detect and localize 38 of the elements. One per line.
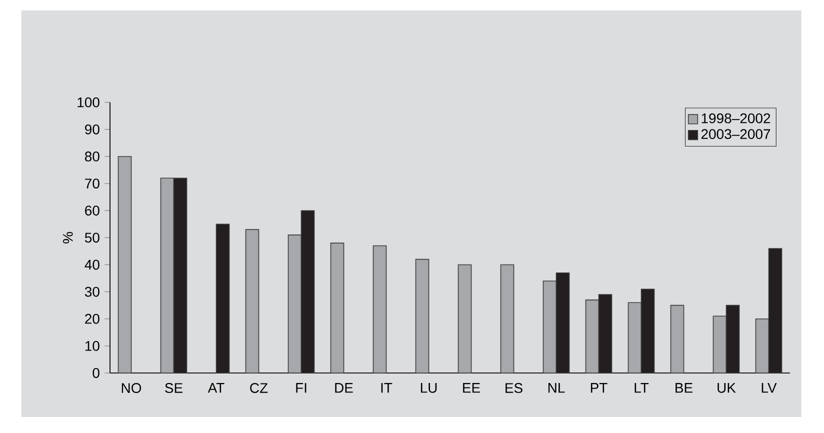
bar	[670, 304, 684, 374]
y-tick-label: 40	[84, 260, 100, 270]
x-tick-label: PT	[590, 383, 608, 393]
x-tick-label: DE	[335, 383, 353, 393]
bar	[118, 156, 132, 374]
x-tick-label: FI	[296, 383, 306, 393]
y-tick-label: 0	[92, 368, 100, 378]
y-tick-label: 10	[85, 340, 100, 351]
x-tick-label: EE	[463, 383, 480, 393]
y-tick-label: 90	[85, 124, 100, 134]
x-tick-label: CZ	[250, 383, 268, 393]
x-tick-label: NL	[548, 383, 565, 393]
bar	[330, 242, 344, 374]
y-tick-label: 80	[84, 152, 100, 162]
x-tick-label: UK	[718, 383, 736, 393]
y-tick-label: 70	[85, 178, 100, 188]
x-tick-label: IT	[381, 383, 392, 393]
y-axis-title: %	[62, 232, 73, 244]
y-tick-label: 60	[85, 206, 100, 216]
x-tick-label: LV	[762, 383, 777, 393]
legend-label: 1998–2002	[702, 113, 770, 124]
x-tick-label: LU	[420, 383, 437, 393]
bar	[458, 264, 472, 374]
y-tick-label: 50	[84, 232, 100, 243]
x-tick-label: SE	[165, 383, 182, 393]
x-tick-label: ES	[506, 383, 522, 393]
legend-label: 2003–2007	[701, 129, 770, 140]
bar	[372, 245, 387, 374]
bar	[415, 258, 430, 374]
y-tick-label: 100	[78, 97, 100, 108]
bar	[245, 229, 260, 374]
bar	[500, 264, 514, 374]
x-tick-label: NO	[122, 383, 142, 393]
y-tick-label: 20	[85, 314, 100, 324]
x-tick-label: BE	[676, 383, 692, 393]
x-tick-label: LT	[634, 383, 649, 393]
x-tick-label: AT	[208, 383, 224, 393]
y-tick-label: 30	[84, 286, 100, 297]
